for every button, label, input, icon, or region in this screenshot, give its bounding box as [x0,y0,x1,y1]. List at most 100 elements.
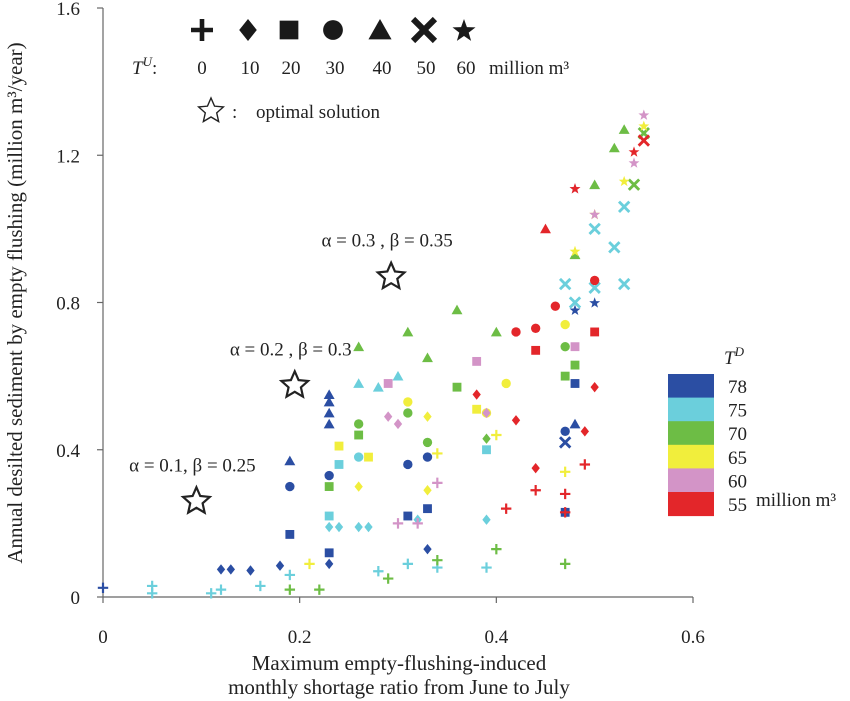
data-point [215,584,227,595]
data-point [608,142,620,153]
optimal-star-icon [196,96,226,123]
data-point [392,518,404,529]
data-point [97,582,109,593]
data-point [323,407,335,418]
marker-legend-unit: million m³ [489,58,569,79]
data-point [472,356,482,366]
x-tick-label: 0.6 [681,627,705,648]
data-point [490,326,502,337]
data-point [482,433,491,444]
data-point [579,459,591,470]
data-point [432,554,443,566]
data-point [432,448,443,459]
color-legend-label: 70 [728,424,747,445]
data-point [402,326,414,337]
data-point [314,584,325,595]
data-point [531,462,540,474]
data-point [627,178,641,191]
data-point [570,379,580,388]
axis-titles: Maximum empty-flushing-induced monthly s… [3,42,570,699]
optimal-annotations: α = 0.1, β = 0.25 α = 0.2 , β = 0.3 α = 0.… [129,231,453,515]
data-point [373,566,384,577]
y-tick-label: 0.8 [56,294,80,315]
data-point [590,381,599,393]
data-point [403,459,413,470]
circle-icon [323,20,343,40]
optimal-legend-label: optimal solution [256,102,381,123]
color-legend-swatch [668,397,714,422]
data-point [324,548,334,558]
data-point [284,584,296,595]
data-point [618,124,630,134]
data-point [559,488,571,500]
color-legend-label: 65 [728,448,747,469]
data-point [569,418,581,429]
data-point [353,419,364,429]
data-point [412,518,423,529]
color-legend-swatch [668,374,714,399]
axes [102,8,693,598]
color-legend-swatch [668,421,714,446]
star-icon [452,19,476,41]
data-point [500,503,512,514]
data-point [530,323,541,333]
data-point [560,426,570,437]
data-point [354,521,363,533]
data-point [491,429,502,441]
color-legend-swatch [668,492,714,517]
data-point [569,245,581,257]
x-tick-label: 0.2 [288,627,312,648]
data-point [422,452,433,462]
data-point [569,183,581,194]
data-points [97,109,651,599]
data-point [618,175,630,187]
data-point [275,560,285,571]
data-point [423,504,432,514]
data-point [432,477,443,489]
color-legend-label: 55 [728,495,747,516]
x-tick-label: 0 [98,627,108,648]
data-point [422,437,433,448]
data-point [402,558,414,570]
y-tick-label: 1.6 [56,0,80,20]
marker-legend: TU: 0 10 20 30 40 50 60 million m³ : optimal s… [132,16,569,123]
plus-icon [191,19,213,41]
data-point [216,564,226,575]
data-point [284,455,296,466]
x-axis-title-line2: monthly shortage ratio from June to July [228,675,570,699]
marker-legend-value: 0 [197,58,207,79]
data-point [530,485,541,496]
data-point [334,521,344,533]
marker-legend-value: 20 [282,58,301,79]
marker-legend-labels: 0 10 20 30 40 50 60 [197,58,475,79]
data-point [422,352,433,363]
data-point [568,296,582,309]
data-point [382,573,394,584]
data-point [560,371,570,381]
data-point [558,277,572,291]
y-tick-label: 1.2 [56,146,80,167]
data-point [482,514,491,525]
data-point [501,378,511,389]
data-point [588,281,601,294]
data-point [353,378,365,388]
data-point [325,558,334,570]
data-point [638,120,650,131]
data-point [589,275,600,286]
data-point [452,382,462,392]
data-point [628,146,640,157]
data-point [559,507,571,518]
data-point [334,441,344,451]
x-tick-label: 0.4 [484,627,508,648]
data-point [590,327,600,337]
data-point [354,430,364,440]
data-point [481,562,492,573]
data-point [560,319,570,330]
data-point [511,327,521,337]
data-point [324,482,334,491]
data-point [423,411,432,422]
data-point [393,418,403,430]
data-point [304,558,315,570]
